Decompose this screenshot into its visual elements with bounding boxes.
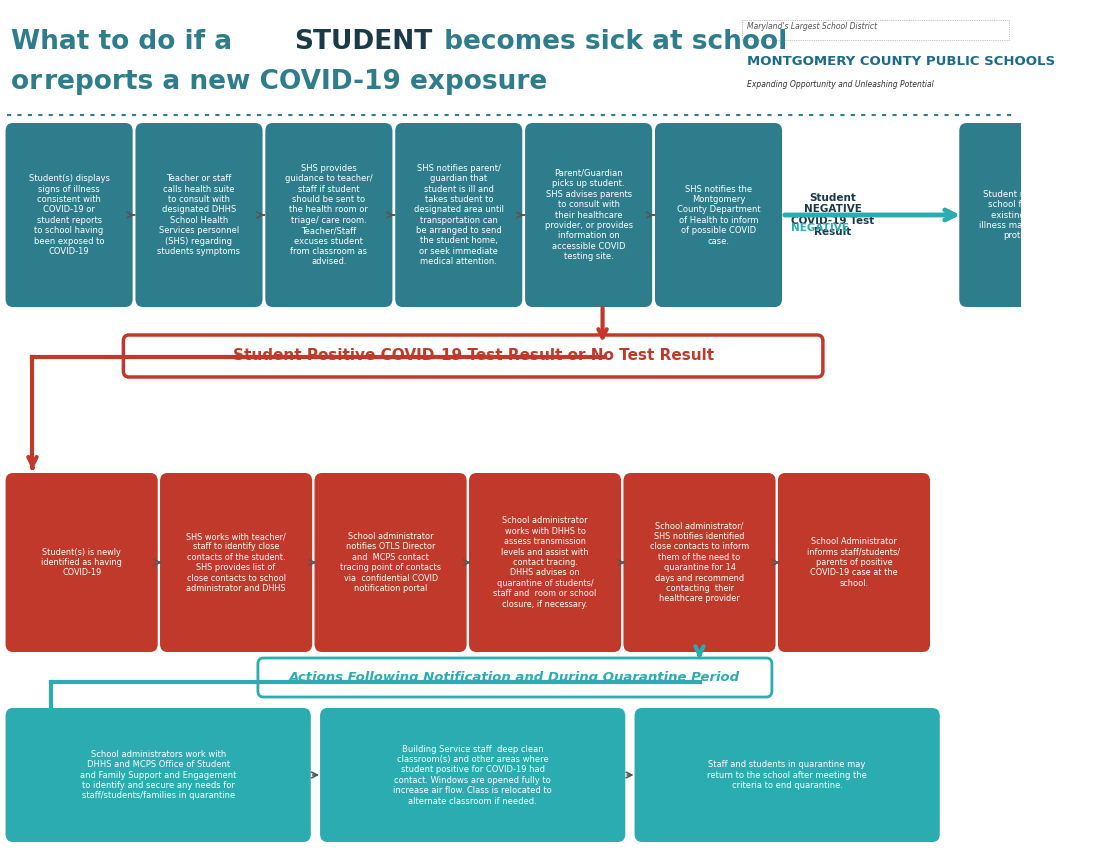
- Text: reports a new COVID-19 exposure: reports a new COVID-19 exposure: [44, 69, 547, 95]
- FancyBboxPatch shape: [6, 123, 133, 307]
- FancyBboxPatch shape: [265, 123, 393, 307]
- FancyBboxPatch shape: [959, 123, 1087, 307]
- Text: MONTGOMERY COUNTY PUBLIC SCHOOLS: MONTGOMERY COUNTY PUBLIC SCHOOLS: [747, 55, 1055, 68]
- Text: School administrator/
SHS notifies identified
close contacts to inform
them of t: School administrator/ SHS notifies ident…: [650, 522, 749, 604]
- Text: SHS works with teacher/
staff to identify close
contacts of the student.
SHS pro: SHS works with teacher/ staff to identif…: [186, 532, 286, 593]
- FancyBboxPatch shape: [395, 123, 522, 307]
- Text: NEGATIVE: NEGATIVE: [791, 223, 849, 233]
- FancyBboxPatch shape: [320, 708, 625, 842]
- FancyBboxPatch shape: [257, 658, 772, 697]
- Text: Actions Following Notification and During Quarantine Period: Actions Following Notification and Durin…: [289, 671, 740, 684]
- FancyBboxPatch shape: [525, 123, 652, 307]
- Text: Student Positive COVID-19 Test Result or No Test Result: Student Positive COVID-19 Test Result or…: [232, 348, 714, 364]
- Text: Student(s) displays
signs of illness
consistent with
COVID-19 or
student reports: Student(s) displays signs of illness con…: [29, 174, 110, 256]
- Text: Parent/Guardian
picks up student.
SHS advises parents
to consult with
their heal: Parent/Guardian picks up student. SHS ad…: [544, 169, 632, 261]
- Text: School administrators work with
DHHS and MCPS Office of Student
and Family Suppo: School administrators work with DHHS and…: [80, 750, 236, 801]
- FancyBboxPatch shape: [6, 473, 157, 652]
- Text: Student
NEGATIVE
COVID-19 Test
Result: Student NEGATIVE COVID-19 Test Result: [791, 193, 874, 237]
- Text: Student returns to
school following
existing school
illness management
protocols: Student returns to school following exis…: [979, 190, 1067, 241]
- FancyBboxPatch shape: [778, 473, 930, 652]
- Text: School Administrator
informs staff/students/
parents of positive
COVID-19 case a: School Administrator informs staff/stude…: [807, 537, 901, 588]
- Text: SHS notifies the
Montgomery
County Department
of Health to inform
of possible CO: SHS notifies the Montgomery County Depar…: [676, 184, 760, 246]
- Text: Building Service staff  deep clean
classroom(s) and other areas where
student po: Building Service staff deep clean classr…: [394, 745, 552, 806]
- Text: becomes sick at school: becomes sick at school: [436, 29, 788, 55]
- Text: STUDENT: STUDENT: [294, 29, 432, 55]
- Text: School administrator
notifies OTLS Director
and  MCPS contact
tracing point of c: School administrator notifies OTLS Direc…: [340, 532, 441, 593]
- Text: SHS notifies parent/
guardian that
student is ill and
takes student to
designate: SHS notifies parent/ guardian that stude…: [414, 164, 504, 266]
- Text: What to do if a: What to do if a: [11, 29, 241, 55]
- Text: Teacher or staff
calls health suite
to consult with
designated DHHS
School Healt: Teacher or staff calls health suite to c…: [157, 174, 241, 256]
- FancyBboxPatch shape: [315, 473, 466, 652]
- FancyBboxPatch shape: [160, 473, 312, 652]
- Text: Maryland's Largest School District: Maryland's Largest School District: [747, 22, 877, 31]
- Text: School administrator
works with DHHS to
assess transmission
levels and assist wi: School administrator works with DHHS to …: [494, 517, 596, 609]
- Text: or: or: [11, 69, 52, 95]
- FancyBboxPatch shape: [624, 473, 776, 652]
- Text: Student(s) is newly
identified as having
COVID-19: Student(s) is newly identified as having…: [41, 547, 122, 577]
- FancyBboxPatch shape: [123, 335, 823, 377]
- FancyBboxPatch shape: [135, 123, 263, 307]
- FancyBboxPatch shape: [654, 123, 782, 307]
- FancyBboxPatch shape: [469, 473, 621, 652]
- FancyBboxPatch shape: [635, 708, 939, 842]
- Text: Expanding Opportunity and Unleashing Potential: Expanding Opportunity and Unleashing Pot…: [747, 80, 934, 89]
- Text: Staff and students in quarantine may
return to the school after meeting the
crit: Staff and students in quarantine may ret…: [707, 760, 867, 790]
- Text: SHS provides
guidance to teacher/
staff if student
should be sent to
the health : SHS provides guidance to teacher/ staff …: [285, 164, 373, 266]
- FancyBboxPatch shape: [6, 708, 311, 842]
